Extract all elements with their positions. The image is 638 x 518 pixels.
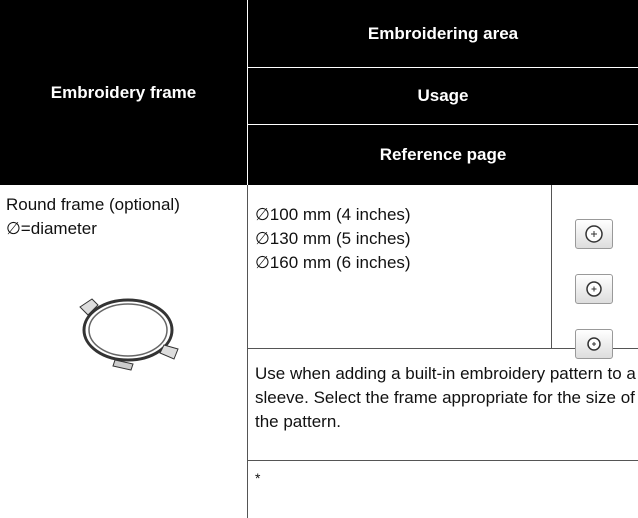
reference-cell: * [255,470,261,486]
frame-name: Round frame (optional) [6,195,180,214]
area: ∅160 mm (6 inches) [255,253,411,272]
hoop-image [79,298,179,371]
divider [551,185,552,348]
areas-cell: ∅100 mm (4 inches) ∅130 mm (5 inches) ∅1… [255,203,550,275]
area: ∅130 mm (5 inches) [255,229,411,248]
header-usage: Usage [248,68,638,124]
frame-note: ∅=diameter [6,219,97,238]
divider [247,348,638,349]
header-text: Embroidering area [367,23,519,43]
header-text: Reference page [379,145,507,164]
usage-cell: Use when adding a built-in embroidery pa… [255,364,636,431]
header-text: Usage [417,86,469,105]
header-text: Embroidery frame [50,82,197,102]
divider [247,460,638,461]
frame-icon [575,329,613,359]
header-reference: Reference page [248,125,638,185]
area: ∅100 mm (4 inches) [255,205,411,224]
divider [247,185,248,518]
header-area: Embroidering area [248,0,638,67]
frame-cell: Round frame (optional) ∅=diameter [6,193,246,241]
frame-icon [575,219,613,249]
frame-icon [575,274,613,304]
header-frame: Embroidery frame [0,0,247,185]
